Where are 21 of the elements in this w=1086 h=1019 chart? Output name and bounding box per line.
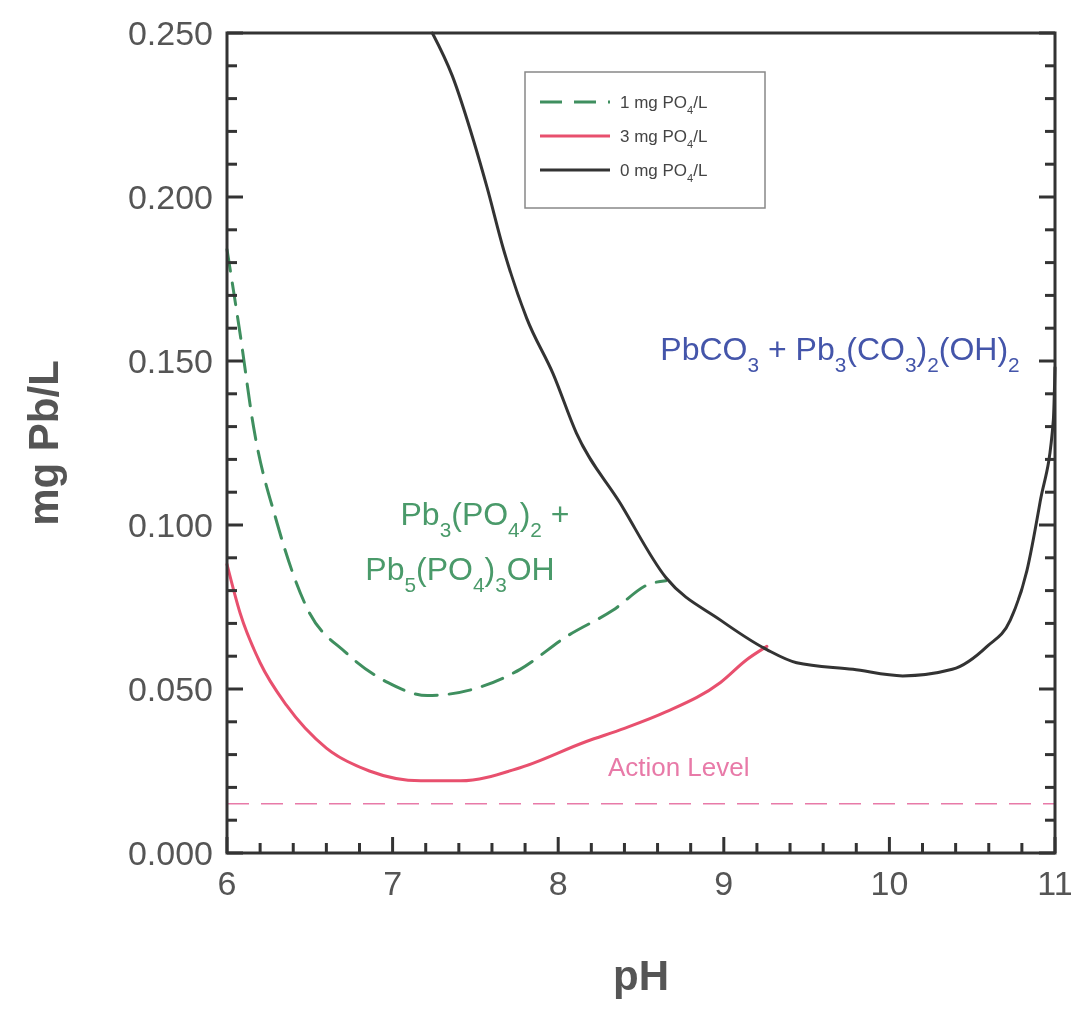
y-tick-label: 0.000	[127, 833, 213, 872]
y-tick-label: 0.050	[127, 669, 213, 708]
x-tick-label: 7	[383, 864, 403, 902]
y-tick-label: 0.150	[127, 341, 213, 380]
y-axis-title: mg Pb/L	[20, 360, 67, 526]
y-tick-label: 0.250	[127, 13, 213, 52]
text: PbCO$_{3}$ + Pb$_{3}$(CO$_{3}$)$_{2}$(OH)$_{2}$	[660, 331, 1020, 376]
x-tick-label: 11	[1037, 864, 1073, 902]
x-tick-label: 9	[714, 864, 734, 902]
ref-line-label: Action Level	[607, 751, 750, 782]
legend-label: 3 mg PO$_{4}$/L	[620, 126, 708, 150]
x-axis-title: pH	[613, 952, 669, 999]
legend-label: 0 mg PO$_{4}$/L	[620, 160, 708, 184]
legend-label: 1 mg PO$_{4}$/L	[620, 92, 708, 116]
y-tick-label: 0.200	[127, 177, 213, 216]
x-tick-label: 6	[217, 864, 237, 902]
y-tick-label: 0.100	[127, 505, 213, 544]
annotation: Pb$_{3}$(PO$_{4}$)$_{2}$ +	[400, 496, 570, 541]
x-tick-label: 8	[548, 864, 568, 902]
x-tick-label: 10	[870, 864, 909, 902]
annotation: Pb$_{5}$(PO$_{4}$)$_{3}$OH	[365, 551, 555, 596]
